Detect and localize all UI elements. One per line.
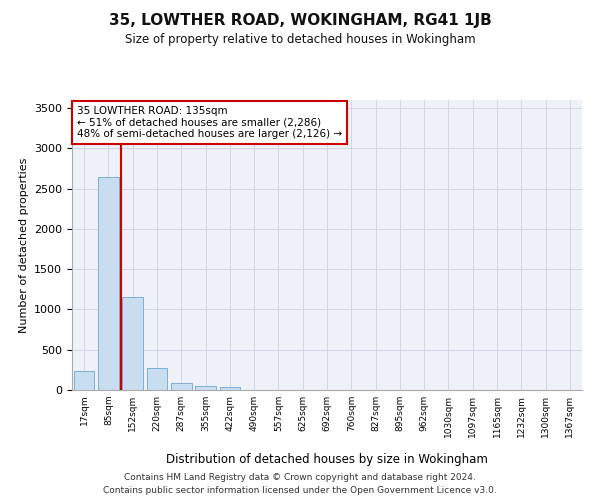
Text: 35, LOWTHER ROAD, WOKINGHAM, RG41 1JB: 35, LOWTHER ROAD, WOKINGHAM, RG41 1JB xyxy=(109,12,491,28)
Bar xyxy=(74,372,94,390)
Text: Size of property relative to detached houses in Wokingham: Size of property relative to detached ho… xyxy=(125,32,475,46)
Text: Contains public sector information licensed under the Open Government Licence v3: Contains public sector information licen… xyxy=(103,486,497,495)
Text: Contains HM Land Registry data © Crown copyright and database right 2024.: Contains HM Land Registry data © Crown c… xyxy=(124,472,476,482)
Bar xyxy=(122,298,143,390)
Y-axis label: Number of detached properties: Number of detached properties xyxy=(19,158,29,332)
Bar xyxy=(220,387,240,390)
Bar xyxy=(171,383,191,390)
Text: Distribution of detached houses by size in Wokingham: Distribution of detached houses by size … xyxy=(166,452,488,466)
Bar xyxy=(195,386,216,390)
Bar xyxy=(98,178,119,390)
Text: 35 LOWTHER ROAD: 135sqm
← 51% of detached houses are smaller (2,286)
48% of semi: 35 LOWTHER ROAD: 135sqm ← 51% of detache… xyxy=(77,106,342,139)
Bar xyxy=(146,368,167,390)
